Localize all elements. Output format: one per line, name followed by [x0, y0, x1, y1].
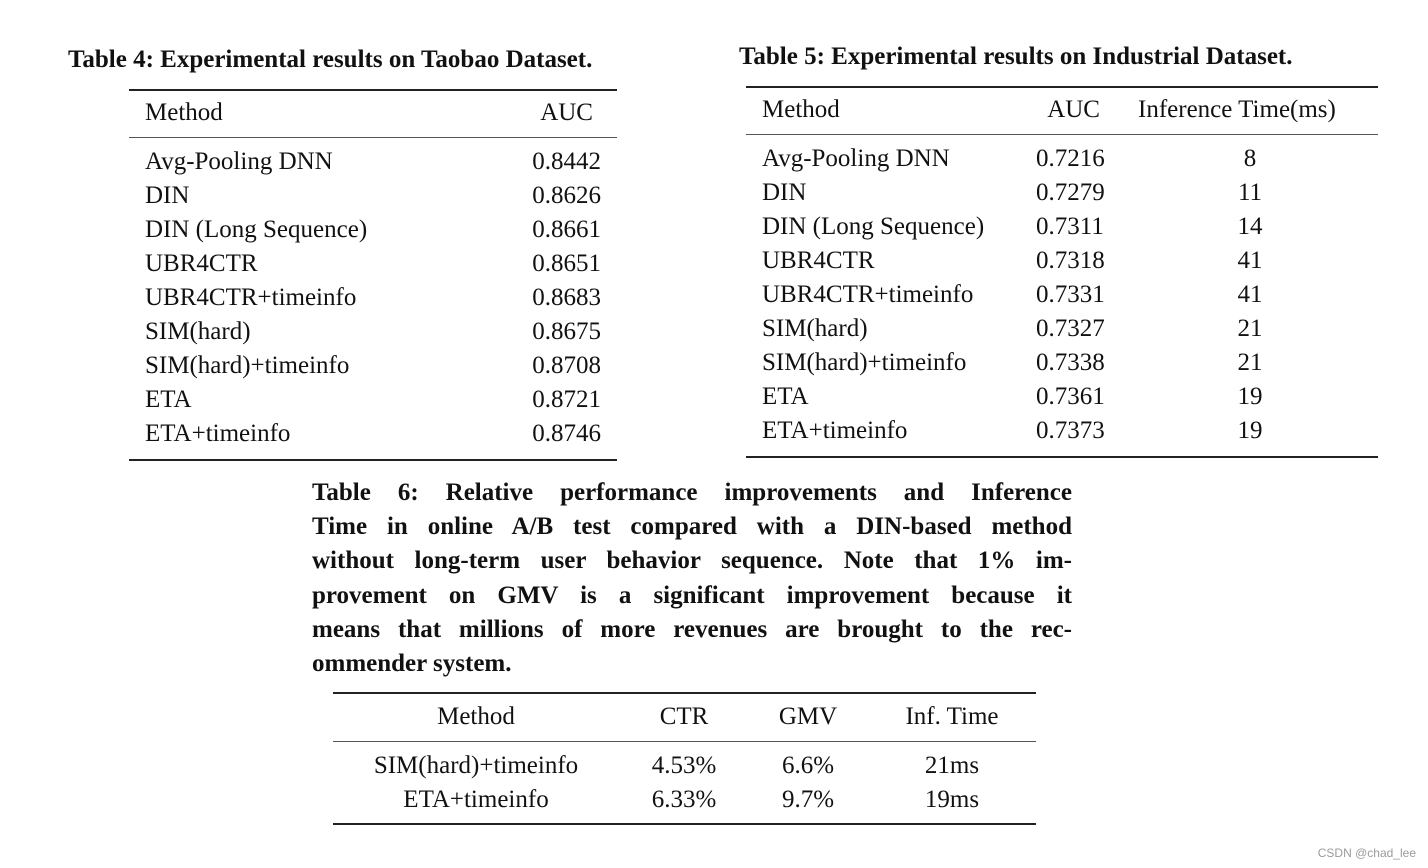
table6-header-time: Inf. Time	[905, 703, 999, 730]
table5-header-method: Method	[762, 96, 840, 123]
method-cell: SIM(hard)+timeinfo	[762, 349, 967, 376]
auc-cell: 0.7216	[1036, 145, 1105, 172]
auc-cell: 0.8746	[532, 420, 601, 447]
table4-caption: Table 4: Experimental results on Taobao …	[68, 46, 593, 73]
table5-mid-rule	[746, 134, 1378, 135]
caption-line: ommender system.	[312, 650, 512, 678]
ctr-cell: 4.53%	[651, 752, 717, 779]
method-cell: UBR4CTR+timeinfo	[762, 281, 974, 308]
time-cell: 21	[1237, 349, 1263, 376]
auc-cell: 0.7318	[1036, 247, 1105, 274]
table5-caption: Table 5: Experimental results on Industr…	[739, 43, 1293, 70]
method-cell: DIN (Long Sequence)	[145, 216, 368, 243]
auc-cell: 0.7338	[1036, 349, 1105, 376]
ctr-cell: 6.33%	[651, 786, 717, 813]
auc-cell: 0.7279	[1036, 179, 1105, 206]
auc-cell: 0.8683	[532, 284, 601, 311]
method-cell: SIM(hard)	[762, 315, 868, 342]
method-cell: Avg-Pooling DNN	[145, 148, 333, 175]
gmv-cell: 6.6%	[781, 752, 835, 779]
method-cell: UBR4CTR	[762, 247, 875, 274]
auc-cell: 0.8721	[532, 386, 601, 413]
table5-top-rule	[746, 86, 1378, 88]
method-cell: SIM(hard)	[145, 318, 251, 345]
watermark: CSDN @chad_lee	[1317, 846, 1416, 860]
time-cell: 19	[1237, 417, 1263, 444]
table6-bottom-rule	[333, 823, 1036, 825]
caption-line: without long-term user behavior sequence…	[312, 547, 1072, 575]
method-cell: ETA+timeinfo	[762, 417, 908, 444]
auc-cell: 0.7331	[1036, 281, 1105, 308]
caption-line: provement on GMV is a significant improv…	[312, 581, 1072, 609]
table5-header-auc: AUC	[1047, 96, 1100, 123]
auc-cell: 0.8661	[532, 216, 601, 243]
caption-line: Time in online A/B test compared with a …	[312, 513, 1072, 541]
method-cell: Avg-Pooling DNN	[762, 145, 950, 172]
method-cell: ETA+timeinfo	[403, 786, 549, 813]
table6-caption: Table 6: Relative performance improvemen…	[312, 476, 1072, 681]
method-cell: DIN (Long Sequence)	[762, 213, 985, 240]
time-cell: 21	[1237, 315, 1263, 342]
time-cell: 14	[1237, 213, 1263, 240]
caption-line: means that millions of more revenues are…	[312, 615, 1072, 643]
time-cell: 19ms	[924, 786, 980, 813]
time-cell: 21ms	[924, 752, 980, 779]
table4-top-rule	[129, 89, 617, 91]
table6-header-ctr: CTR	[659, 703, 709, 730]
method-cell: ETA	[145, 386, 192, 413]
time-cell: 19	[1237, 383, 1263, 410]
auc-cell: 0.8626	[532, 182, 601, 209]
auc-cell: 0.8442	[532, 148, 601, 175]
auc-cell: 0.7311	[1036, 213, 1104, 240]
table4-header-auc: AUC	[540, 99, 593, 126]
table6-mid-rule	[333, 741, 1036, 742]
method-cell: SIM(hard)+timeinfo	[145, 352, 350, 379]
method-cell: DIN	[145, 182, 190, 209]
method-cell: UBR4CTR+timeinfo	[145, 284, 357, 311]
gmv-cell: 9.7%	[781, 786, 835, 813]
auc-cell: 0.8651	[532, 250, 601, 277]
auc-cell: 0.7327	[1036, 315, 1105, 342]
time-cell: 11	[1237, 179, 1263, 206]
time-cell: 8	[1243, 145, 1257, 172]
auc-cell: 0.7361	[1036, 383, 1105, 410]
caption-line: Table 6: Relative performance improvemen…	[312, 479, 1072, 506]
table4-mid-rule	[129, 137, 617, 138]
method-cell: ETA	[762, 383, 809, 410]
table6-top-rule	[333, 692, 1036, 694]
table5-bottom-rule	[746, 456, 1378, 458]
method-cell: SIM(hard)+timeinfo	[373, 752, 579, 779]
method-cell: UBR4CTR	[145, 250, 258, 277]
table6-header-method: Method	[437, 703, 515, 730]
table4-header-method: Method	[145, 99, 223, 126]
table4-bottom-rule	[129, 459, 617, 461]
table6-header-gmv: GMV	[778, 703, 838, 730]
method-cell: DIN	[762, 179, 807, 206]
auc-cell: 0.7373	[1036, 417, 1105, 444]
time-cell: 41	[1237, 247, 1263, 274]
time-cell: 41	[1237, 281, 1263, 308]
method-cell: ETA+timeinfo	[145, 420, 291, 447]
auc-cell: 0.8675	[532, 318, 601, 345]
table5-header-time: Inference Time(ms)	[1138, 96, 1336, 123]
auc-cell: 0.8708	[532, 352, 601, 379]
